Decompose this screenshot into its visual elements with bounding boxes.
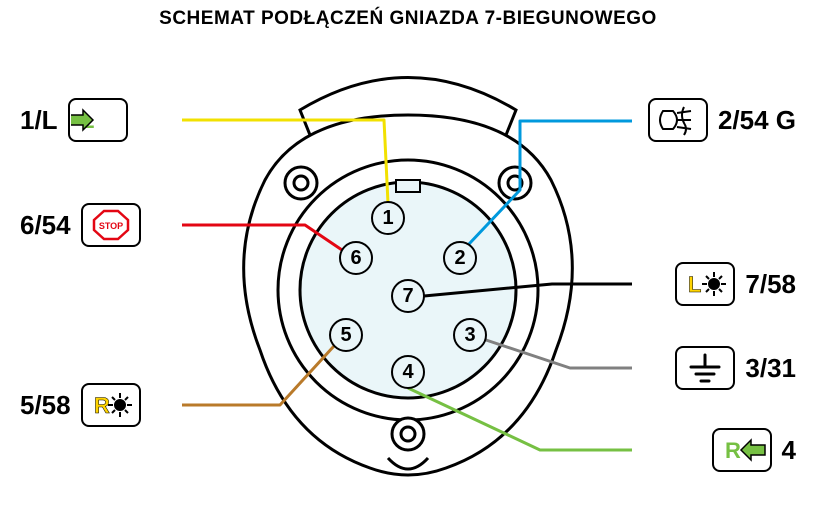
legend-label-2_54G: 2/54 G (718, 105, 796, 136)
pin-6: 6 (339, 241, 373, 275)
legend-label-7_58: 7/58 (745, 269, 796, 300)
legend-6_54: 6/54 STOP (20, 203, 141, 247)
pin-2: 2 (443, 241, 477, 275)
svg-text:STOP: STOP (98, 221, 122, 231)
pin-3: 3 (453, 318, 487, 352)
ground-icon (675, 346, 735, 390)
right-arrow-icon: R (712, 428, 772, 472)
wire-pin-1 (182, 120, 388, 203)
left-arrow-icon: L (68, 98, 128, 142)
svg-text:L: L (688, 272, 701, 297)
pin-4: 4 (391, 355, 425, 389)
wire-pin-7 (424, 284, 632, 296)
pin-5: 5 (329, 318, 363, 352)
svg-text:R: R (725, 438, 741, 463)
legend-5_58: 5/58 R R (20, 383, 141, 427)
wire-pin-6 (182, 225, 342, 250)
wire-pin-3 (486, 340, 632, 368)
fog-light-icon (648, 98, 708, 142)
legend-4: 4 R (712, 428, 796, 472)
wire-pin-4 (408, 388, 632, 450)
legend-7_58: 7/58 L L (675, 262, 796, 306)
wire-pin-5 (182, 346, 334, 405)
light-r-icon: R R (81, 383, 141, 427)
pin-7: 7 (391, 279, 425, 313)
stop-sign-icon: STOP (81, 203, 141, 247)
legend-1L: 1/L L (20, 98, 128, 142)
legend-label-1L: 1/L (20, 105, 58, 136)
svg-text:R: R (94, 393, 110, 418)
legend-3_31: 3/31 (675, 346, 796, 390)
wire-pin-2 (469, 121, 632, 244)
pin-1: 1 (371, 201, 405, 235)
light-l-icon: L L (675, 262, 735, 306)
legend-label-3_31: 3/31 (745, 353, 796, 384)
legend-2_54G: 2/54 G (648, 98, 796, 142)
diagram-title: SCHEMAT PODŁĄCZEŃ GNIAZDA 7-BIEGUNOWEGO (0, 8, 816, 30)
legend-label-4: 4 (782, 435, 796, 466)
legend-label-5_58: 5/58 (20, 390, 71, 421)
legend-label-6_54: 6/54 (20, 210, 71, 241)
